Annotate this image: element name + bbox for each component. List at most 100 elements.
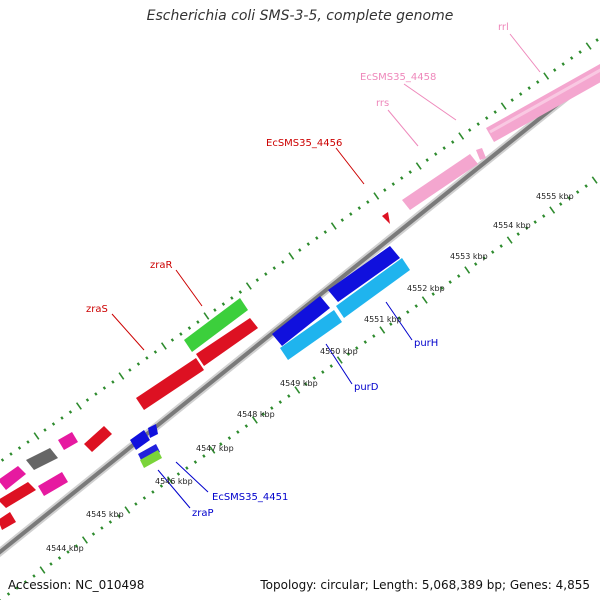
inner-track-minor-tick [142,496,147,500]
inner-track-major-tick [81,536,88,544]
inner-track-minor-tick [524,226,529,230]
inner-track-minor-tick [32,574,36,578]
inner-track-minor-tick [134,502,138,506]
outer-track-minor-tick [281,260,285,264]
outer-track-minor-tick [442,146,446,150]
gene-purH[interactable] [336,258,410,318]
inner-track-minor-tick [372,334,376,338]
outer-track-minor-tick [230,296,234,300]
gene-EcSMS35-4458[interactable] [476,148,486,160]
outer-track-minor-tick [9,452,13,456]
gene-block-magenta-1[interactable] [0,466,26,490]
inner-track-major-tick [209,446,216,454]
gene-rrs[interactable] [402,154,478,210]
gene-block-red-1[interactable] [84,426,112,452]
inner-track-major-tick [251,416,258,424]
inner-track-minor-tick [278,400,283,404]
outer-track-major-tick [500,102,507,110]
inner-track-minor-tick [312,376,317,380]
outer-track-minor-tick [450,140,455,144]
outer-track-minor-tick [0,458,5,462]
outer-track-minor-tick [425,158,429,162]
outer-track-minor-tick [315,236,319,240]
gene-block-magenta-2[interactable] [58,432,78,450]
inner-track-major-tick [166,476,173,484]
outer-track-minor-tick [493,110,497,114]
outer-track-major-tick [330,222,337,230]
outer-track-major-tick [245,282,252,290]
outer-track-minor-tick [102,386,107,390]
gene-block-red-2[interactable] [0,482,36,508]
gene-small-blue[interactable] [130,430,150,450]
gene-purH-blue[interactable] [328,246,400,302]
inner-track-minor-tick [567,196,571,200]
outer-track-minor-tick [196,320,200,324]
gene-purD[interactable] [280,310,342,360]
label-EcSMS35-4451[interactable]: EcSMS35_4451 [212,492,288,503]
gene-zraR-red[interactable] [196,318,258,366]
outer-track-major-tick [373,192,380,200]
outer-track-minor-tick [238,290,243,294]
accession-text: Accession: NC_010498 [8,578,145,592]
inner-track-minor-tick [244,424,249,428]
gene-zraS[interactable] [136,358,204,410]
label-EcSMS35-4458[interactable]: EcSMS35_4458 [360,72,436,83]
outer-track-minor-tick [255,278,260,282]
outer-track-minor-tick [484,116,489,120]
inner-track-minor-tick [575,190,580,194]
label-zraP[interactable]: zraP [192,508,214,519]
label-EcSMS35-4456[interactable]: EcSMS35_4456 [266,138,342,149]
outer-track-major-tick [458,132,465,140]
gene-block-magenta-3[interactable] [38,472,68,496]
outer-track-minor-tick [357,206,362,210]
outer-track-minor-tick [349,212,353,216]
kbp-label-4544: 4544 kbp [46,544,84,553]
gene-zraP[interactable] [140,450,162,468]
inner-track-minor-tick [499,244,503,248]
label-rrl[interactable]: rrl [498,22,509,33]
outer-track-minor-tick [383,188,387,192]
outer-track-minor-tick [476,122,480,126]
gene-EcSMS35-4456[interactable] [382,212,390,224]
inner-track-minor-tick [304,382,308,386]
inner-track-minor-tick [6,592,11,596]
inner-track-minor-tick [389,322,393,326]
outer-track-minor-tick [264,272,268,276]
inner-track-minor-tick [516,232,520,236]
outer-track-minor-tick [408,170,412,174]
inner-track-minor-tick [151,490,155,494]
inner-track-minor-tick [558,202,563,206]
outer-track-minor-tick [43,428,47,432]
outer-track-minor-tick [467,128,472,132]
outer-track-minor-tick [51,422,56,426]
gene-purD-blue[interactable] [272,296,330,346]
gene-block-red-3[interactable] [0,512,16,530]
inner-track-major-tick [591,176,598,184]
gene-block-grey-1[interactable] [26,448,58,470]
outer-track-minor-tick [535,80,540,84]
outer-track-minor-tick [68,410,73,414]
inner-track-minor-tick [482,256,486,260]
label-purH[interactable]: purH [414,338,438,349]
outer-track-major-tick [160,342,167,350]
outer-track-minor-tick [187,326,192,330]
label-zraS[interactable]: zraS [86,304,108,315]
inner-track-major-tick [549,206,556,214]
outer-track-minor-tick [518,92,523,96]
label-zraR[interactable]: zraR [150,260,172,271]
outer-track-minor-tick [510,98,514,102]
outer-track-minor-tick [221,302,226,306]
label-rrs[interactable]: rrs [376,98,389,109]
inner-track-major-tick [39,566,46,574]
kbp-label-4552: 4552 kbp [407,284,445,293]
outer-track-major-tick [585,42,592,50]
inner-track-minor-tick [541,214,546,218]
outer-track-minor-tick [136,362,141,366]
gene-small-blue-arrow[interactable] [148,424,158,438]
inner-track-minor-tick [406,310,410,314]
gene-zraR[interactable] [184,298,248,352]
label-purD[interactable]: purD [354,382,379,393]
outer-track-minor-tick [94,392,98,396]
outer-track-major-tick [75,402,82,410]
gene-EcSMS35-4451[interactable] [138,444,160,462]
